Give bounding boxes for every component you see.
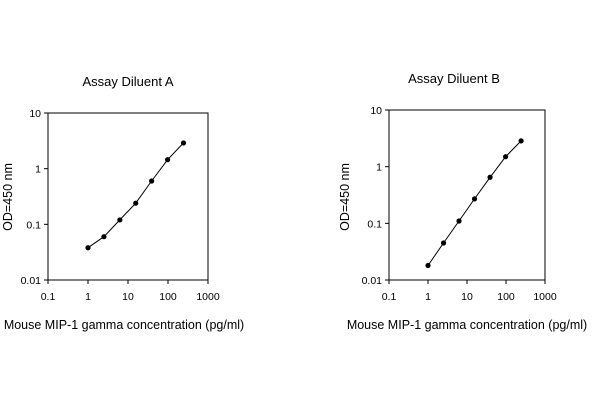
series-marks xyxy=(425,138,524,269)
data-point xyxy=(101,234,107,240)
data-point xyxy=(440,240,447,246)
chart-panel-diluent-b: Assay Diluent B OD=450 nm Mouse MIP-1 ga… xyxy=(338,71,587,332)
x-tick-label: 1 xyxy=(425,291,431,303)
data-point xyxy=(133,200,139,206)
data-point xyxy=(164,157,171,163)
y-tick-label: 0.01 xyxy=(362,275,383,287)
data-point xyxy=(180,140,187,146)
chart-panel-diluent-a: Assay Diluent A OD=450 nm Mouse MIP-1 ga… xyxy=(1,74,244,332)
x-tick-label: 100 xyxy=(159,291,177,303)
data-point xyxy=(117,217,123,223)
plot-area-border xyxy=(388,109,546,281)
x-ticks: 0.1 1 10 100 1000 xyxy=(382,280,557,303)
y-tick-label: 10 xyxy=(370,105,382,117)
x-ticks: 0.1 1 10 100 1000 xyxy=(41,280,220,303)
x-axis-label: Mouse MIP-1 gamma concentration (pg/ml) xyxy=(347,318,587,332)
data-point xyxy=(503,154,509,160)
plot-area-border xyxy=(47,112,209,281)
y-tick-label: 10 xyxy=(29,108,41,120)
x-tick-label: 10 xyxy=(122,291,134,303)
y-ticks: 0.01 0.1 1 10 xyxy=(21,108,48,287)
y-tick-label: 0.1 xyxy=(367,218,382,230)
series-line xyxy=(427,140,522,266)
x-tick-label: 1000 xyxy=(533,291,557,303)
x-tick-label: 0.1 xyxy=(382,291,397,303)
data-point xyxy=(85,245,91,251)
y-tick-label: 0.1 xyxy=(26,219,41,231)
x-tick-label: 100 xyxy=(497,291,515,303)
data-point xyxy=(518,138,524,144)
data-point xyxy=(471,196,478,202)
x-axis-label: Mouse MIP-1 gamma concentration (pg/ml) xyxy=(4,318,244,332)
x-tick-label: 1 xyxy=(85,291,91,303)
y-ticks: 0.01 0.1 1 10 xyxy=(362,105,389,287)
plot-frame xyxy=(47,112,209,281)
y-tick-label: 1 xyxy=(35,164,41,176)
y-axis-label: OD=450 nm xyxy=(1,163,15,231)
y-axis-label: OD=450 nm xyxy=(338,163,352,231)
series-marks xyxy=(85,140,187,251)
chart-title: Assay Diluent A xyxy=(82,74,173,89)
data-point xyxy=(456,218,462,224)
chart-title: Assay Diluent B xyxy=(408,71,500,86)
data-point xyxy=(487,174,493,180)
data-point xyxy=(425,262,431,269)
y-tick-label: 1 xyxy=(376,162,382,174)
x-tick-label: 1000 xyxy=(196,291,220,303)
plot-frame xyxy=(388,109,546,281)
x-tick-label: 10 xyxy=(461,291,473,303)
x-tick-label: 0.1 xyxy=(41,291,56,303)
data-point xyxy=(149,178,155,184)
y-tick-label: 0.01 xyxy=(21,275,42,287)
